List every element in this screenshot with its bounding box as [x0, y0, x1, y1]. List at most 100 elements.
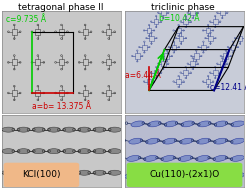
Text: Cu(110)-(2x1)O: Cu(110)-(2x1)O [149, 170, 220, 179]
Ellipse shape [108, 170, 121, 175]
Text: c=12.41 Å: c=12.41 Å [211, 83, 246, 92]
Ellipse shape [32, 170, 45, 175]
Bar [154, 70, 158, 75]
Ellipse shape [32, 127, 45, 132]
Bar [213, 19, 217, 24]
Ellipse shape [47, 127, 61, 132]
Ellipse shape [78, 127, 91, 132]
Bar [59, 29, 64, 35]
Bar [135, 53, 140, 59]
Ellipse shape [47, 149, 61, 154]
Bar [220, 61, 225, 66]
Bar [194, 53, 199, 59]
Bar [208, 36, 213, 41]
Ellipse shape [160, 173, 173, 179]
Ellipse shape [231, 121, 244, 127]
Ellipse shape [2, 149, 15, 154]
Bar [190, 10, 195, 15]
Bar [147, 28, 152, 33]
Bar [179, 36, 183, 41]
Ellipse shape [131, 121, 144, 127]
FancyBboxPatch shape [127, 163, 242, 187]
Bar [201, 45, 206, 50]
Bar [206, 28, 211, 33]
Ellipse shape [78, 170, 91, 175]
Bar [59, 59, 64, 65]
Bar [12, 29, 17, 35]
Ellipse shape [127, 155, 140, 161]
Ellipse shape [231, 138, 244, 144]
Ellipse shape [17, 149, 30, 154]
Bar [220, 10, 225, 15]
Ellipse shape [179, 155, 192, 161]
Bar [12, 90, 17, 96]
Ellipse shape [2, 170, 15, 175]
Ellipse shape [214, 138, 227, 144]
FancyBboxPatch shape [4, 163, 79, 187]
Text: a=6.44 Å: a=6.44 Å [125, 70, 161, 80]
Ellipse shape [197, 138, 210, 144]
Text: c=9.735 Å: c=9.735 Å [6, 15, 46, 24]
Ellipse shape [62, 170, 76, 175]
Ellipse shape [17, 170, 30, 175]
Ellipse shape [129, 138, 142, 144]
Bar [223, 53, 228, 59]
Bar [171, 45, 176, 50]
Ellipse shape [2, 127, 15, 132]
Ellipse shape [214, 155, 227, 161]
Bar [142, 45, 147, 50]
Ellipse shape [142, 173, 156, 179]
Bar [176, 79, 181, 84]
Bar [231, 45, 235, 50]
Bar [176, 28, 181, 33]
Ellipse shape [108, 149, 121, 154]
Bar [12, 59, 17, 65]
Bar [35, 90, 41, 96]
Bar [59, 90, 64, 96]
Ellipse shape [17, 127, 30, 132]
Ellipse shape [196, 173, 209, 179]
Bar [82, 29, 88, 35]
Ellipse shape [198, 121, 211, 127]
Bar [35, 59, 41, 65]
Ellipse shape [181, 121, 194, 127]
Ellipse shape [144, 155, 158, 161]
Ellipse shape [163, 138, 176, 144]
Ellipse shape [62, 127, 76, 132]
Ellipse shape [93, 149, 106, 154]
Ellipse shape [178, 173, 191, 179]
Bar [82, 90, 88, 96]
Bar [154, 19, 158, 24]
Ellipse shape [231, 155, 244, 161]
Ellipse shape [161, 155, 175, 161]
Ellipse shape [108, 127, 121, 132]
Ellipse shape [231, 173, 244, 179]
Bar [149, 36, 154, 41]
Bar [106, 90, 111, 96]
Bar [190, 61, 195, 66]
Bar [82, 59, 88, 65]
Ellipse shape [93, 170, 106, 175]
Text: a=b= 13.375 Å: a=b= 13.375 Å [32, 102, 91, 111]
Ellipse shape [146, 138, 159, 144]
Ellipse shape [125, 173, 138, 179]
Ellipse shape [78, 149, 91, 154]
Ellipse shape [93, 127, 106, 132]
Bar [183, 19, 188, 24]
Ellipse shape [180, 138, 193, 144]
Ellipse shape [148, 121, 161, 127]
Ellipse shape [62, 149, 76, 154]
Bar [161, 61, 166, 66]
Text: b=10.42 Å: b=10.42 Å [158, 14, 199, 23]
Bar [183, 70, 188, 75]
Bar [106, 59, 111, 65]
Text: triclinic phase: triclinic phase [151, 3, 215, 12]
Bar [147, 79, 152, 84]
Text: tetragonal phase II: tetragonal phase II [17, 3, 103, 12]
Bar [106, 29, 111, 35]
Bar [238, 36, 242, 41]
Bar [35, 29, 41, 35]
Bar [161, 10, 166, 15]
Ellipse shape [196, 155, 210, 161]
Bar [206, 79, 211, 84]
